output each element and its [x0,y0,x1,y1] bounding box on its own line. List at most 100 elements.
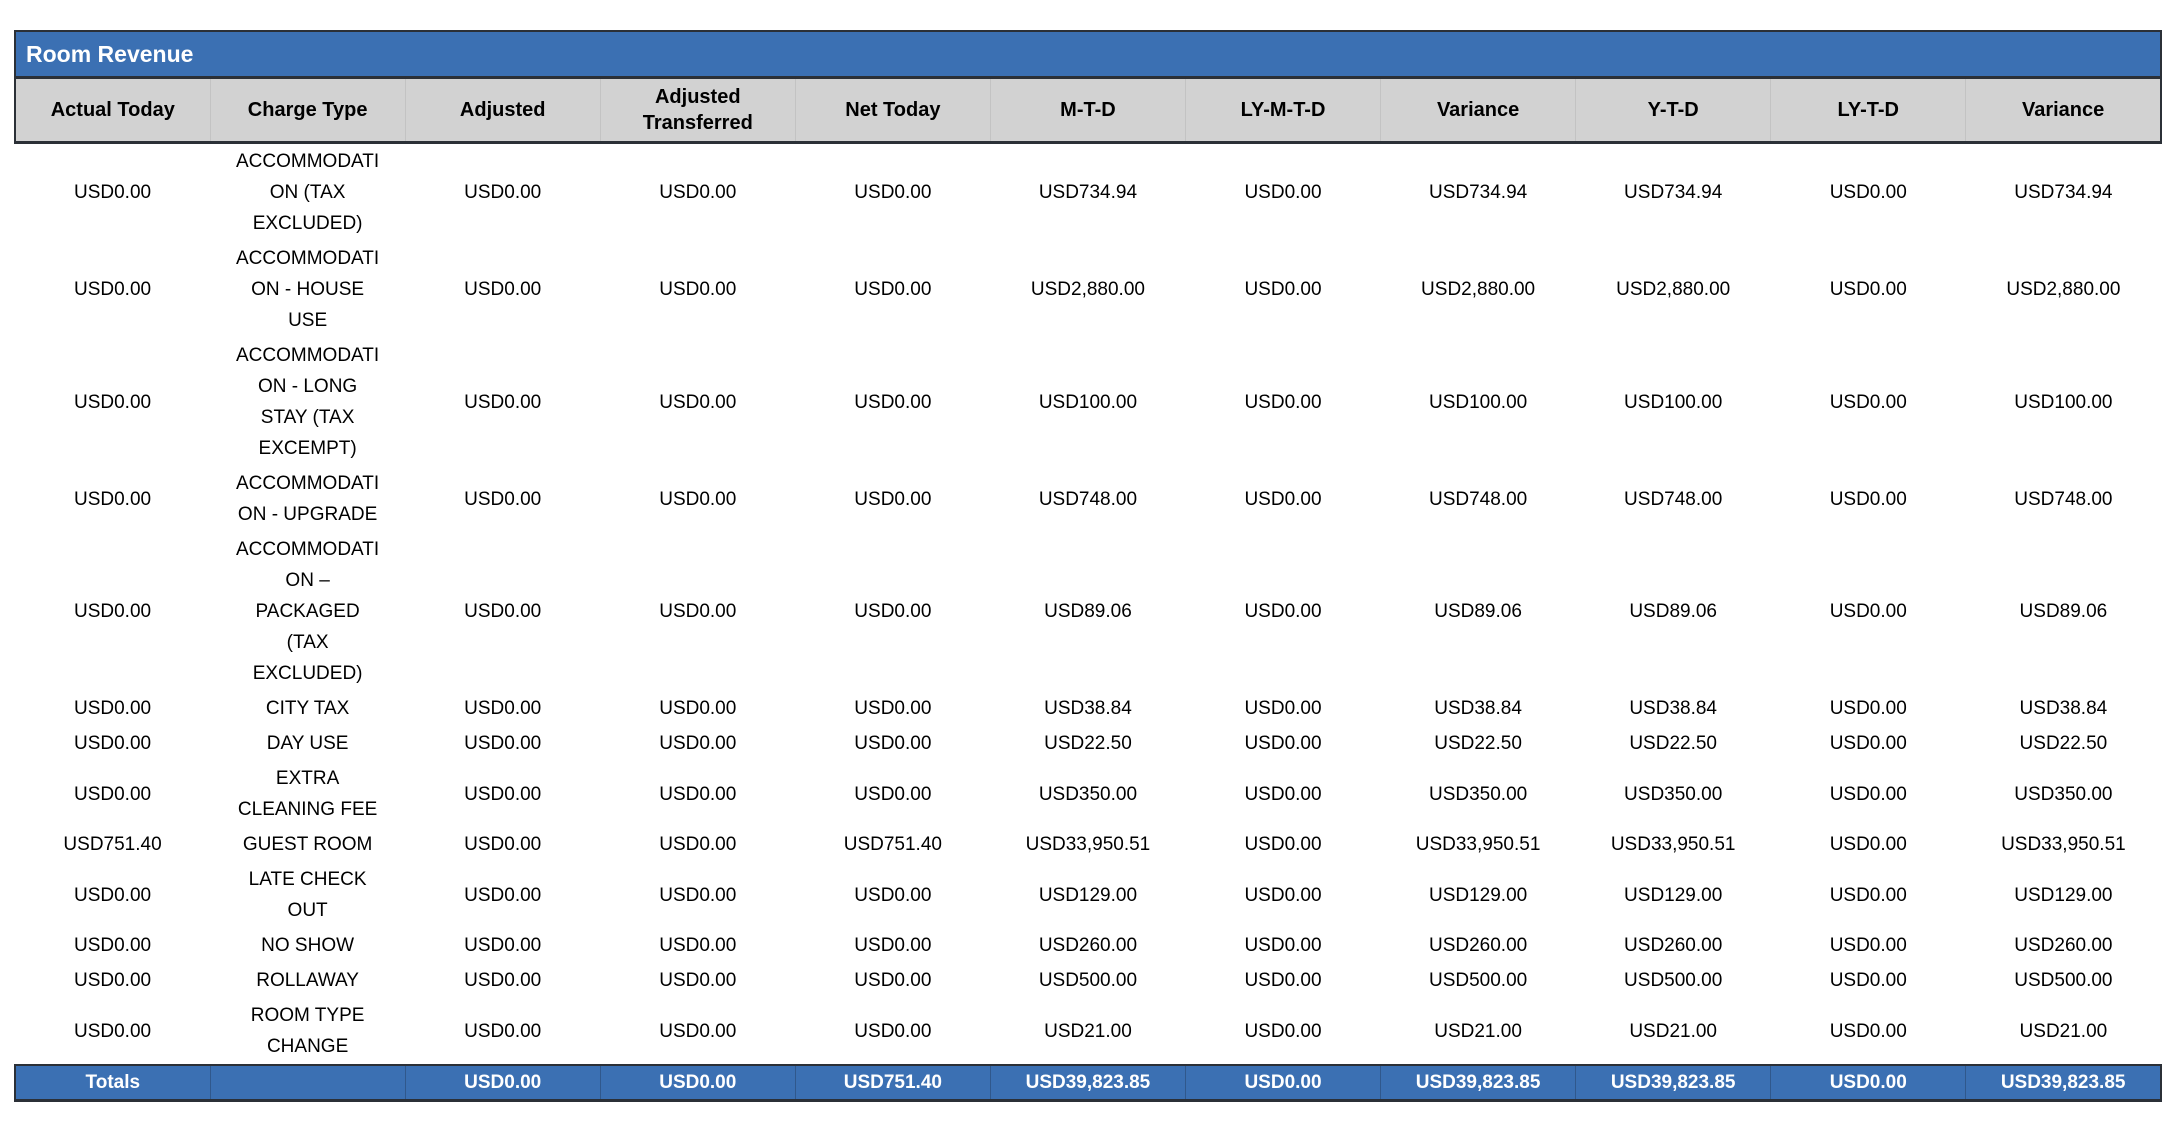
cell-actual-today: USD0.00 [15,338,211,466]
column-header-actual-today: Actual Today [13,76,211,144]
cell-actual-today: USD0.00 [15,691,211,726]
cell-variance-mtd: USD129.00 [1380,862,1576,928]
cell-net-today: USD0.00 [795,928,991,963]
cell-adjusted-transferred: USD0.00 [600,862,796,928]
column-header-mtd: M-T-D [989,76,1186,144]
total-variance-mtd: USD39,823.85 [1380,1064,1576,1102]
cell-mtd: USD129.00 [990,862,1186,928]
cell-charge-type: DAY USE [210,726,406,761]
cell-variance-mtd: USD22.50 [1380,726,1576,761]
cell-mtd: USD33,950.51 [990,827,1186,862]
cell-net-today: USD0.00 [795,466,991,532]
cell-adjusted-transferred: USD0.00 [600,761,796,827]
charge-type-text: ACCOMMODATION – PACKAGED (TAX EXCLUDED) [236,539,380,684]
table-row: USD0.00 CITY TAX USD0.00 USD0.00 USD0.00 USD3… [15,691,2161,726]
cell-adjusted: USD0.00 [405,691,601,726]
cell-actual-today: USD0.00 [15,241,211,338]
cell-variance-ytd: USD89.06 [1965,532,2161,691]
charge-type-text: NO SHOW [261,935,355,956]
column-header-adjusted: Adjusted [404,76,601,144]
cell-mtd: USD734.94 [990,142,1186,241]
cell-adjusted-transferred: USD0.00 [600,928,796,963]
cell-variance-ytd: USD350.00 [1965,761,2161,827]
cell-ly-ytd: USD0.00 [1770,862,1966,928]
charge-type-text: CITY TAX [265,698,350,719]
charge-type-text: ACCOMMODATION - LONG STAY (TAX EXCEMPT) [236,345,380,459]
cell-ly-mtd: USD0.00 [1185,532,1381,691]
table-row: USD0.00 LATE CHECK OUT USD0.00 USD0.00 USD0.… [15,862,2161,928]
title-row: Room Revenue [14,30,2162,79]
table-row: USD0.00 NO SHOW USD0.00 USD0.00 USD0.00 USD26… [15,928,2161,963]
cell-adjusted-transferred: USD0.00 [600,532,796,691]
cell-ly-mtd: USD0.00 [1185,862,1381,928]
cell-variance-ytd: USD38.84 [1965,691,2161,726]
cell-mtd: USD260.00 [990,928,1186,963]
total-charge-type [209,1064,406,1102]
charge-type-text: DAY USE [266,733,349,754]
cell-ly-ytd: USD0.00 [1770,691,1966,726]
column-header-variance-ytd: Variance [1965,76,2163,144]
cell-variance-ytd: USD33,950.51 [1965,827,2161,862]
cell-net-today: USD0.00 [795,726,991,761]
cell-ly-mtd: USD0.00 [1185,338,1381,466]
cell-adjusted: USD0.00 [405,998,601,1065]
cell-actual-today: USD0.00 [15,532,211,691]
cell-adjusted: USD0.00 [405,862,601,928]
column-header-ly-ytd: LY-T-D [1770,76,1966,144]
cell-variance-ytd: USD129.00 [1965,862,2161,928]
cell-net-today: USD0.00 [795,241,991,338]
total-adjusted-transferred: USD0.00 [599,1064,796,1102]
cell-variance-mtd: USD260.00 [1380,928,1576,963]
cell-ly-mtd: USD0.00 [1185,963,1381,998]
cell-variance-mtd: USD21.00 [1380,998,1576,1065]
cell-variance-mtd: USD38.84 [1380,691,1576,726]
cell-charge-type: ACCOMMODATION - LONG STAY (TAX EXCEMPT) [210,338,406,466]
total-net-today: USD751.40 [794,1064,991,1102]
charge-type-text: GUEST ROOM [242,834,373,855]
cell-adjusted: USD0.00 [405,726,601,761]
cell-mtd: USD500.00 [990,963,1186,998]
cell-actual-today: USD0.00 [15,862,211,928]
charge-type-text: ROLLAWAY [256,970,359,991]
cell-actual-today: USD0.00 [15,466,211,532]
cell-variance-mtd: USD748.00 [1380,466,1576,532]
table-row: USD0.00 ACCOMMODATION - LONG STAY (TAX EX… [15,338,2161,466]
table-row: USD0.00 EXTRA CLEANING FEE USD0.00 USD0.00 U… [15,761,2161,827]
cell-mtd: USD22.50 [990,726,1186,761]
cell-ly-ytd: USD0.00 [1770,466,1966,532]
cell-ly-mtd: USD0.00 [1185,928,1381,963]
cell-ly-ytd: USD0.00 [1770,726,1966,761]
cell-ytd: USD129.00 [1575,862,1771,928]
cell-adjusted: USD0.00 [405,761,601,827]
cell-ly-ytd: USD0.00 [1770,338,1966,466]
charge-type-text: LATE CHECK OUT [248,869,367,921]
cell-variance-mtd: USD350.00 [1380,761,1576,827]
cell-ytd: USD2,880.00 [1575,241,1771,338]
cell-actual-today: USD0.00 [15,761,211,827]
charge-type-text: ACCOMMODATION (TAX EXCLUDED) [236,151,380,234]
cell-charge-type: ROLLAWAY [210,963,406,998]
cell-adjusted: USD0.00 [405,928,601,963]
column-header-charge-type: Charge Type [209,76,406,144]
totals-label: Totals [13,1064,211,1102]
table-row: USD0.00 ACCOMMODATION (TAX EXCLUDED) USD0.… [15,142,2161,241]
cell-ly-mtd: USD0.00 [1185,241,1381,338]
report-title: Room Revenue [14,30,2162,79]
cell-ly-ytd: USD0.00 [1770,963,1966,998]
cell-actual-today: USD0.00 [15,142,211,241]
cell-net-today: USD0.00 [795,862,991,928]
cell-ly-ytd: USD0.00 [1770,998,1966,1065]
cell-adjusted: USD0.00 [405,338,601,466]
cell-charge-type: NO SHOW [210,928,406,963]
cell-charge-type: ACCOMMODATION (TAX EXCLUDED) [210,142,406,241]
cell-charge-type: EXTRA CLEANING FEE [210,761,406,827]
column-header-adjusted-transferred: Adjusted Transferred [599,76,796,144]
cell-variance-ytd: USD2,880.00 [1965,241,2161,338]
cell-net-today: USD751.40 [795,827,991,862]
cell-net-today: USD0.00 [795,338,991,466]
totals-row: Totals USD0.00 USD0.00 USD751.40 USD39,823.8… [13,1064,2163,1102]
column-header-variance-mtd: Variance [1380,76,1576,144]
cell-variance-ytd: USD260.00 [1965,928,2161,963]
cell-adjusted-transferred: USD0.00 [600,338,796,466]
table-row: USD0.00 ACCOMMODATION - HOUSE USE USD0.00 U… [15,241,2161,338]
